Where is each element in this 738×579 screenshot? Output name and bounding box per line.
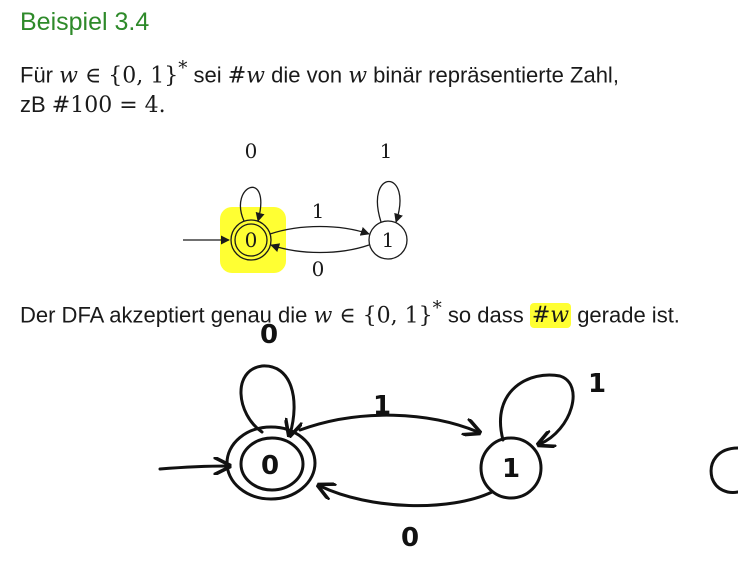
hand-loop-q1-label: 1 bbox=[588, 369, 606, 399]
hand-loop-q0 bbox=[239, 364, 294, 434]
text-fuer: Für bbox=[20, 62, 60, 88]
hand-edge-q0-q1-label: 1 bbox=[373, 391, 391, 421]
text-der-dfa: Der DFA akzeptiert genau die bbox=[20, 302, 314, 328]
hand-state-q1-label: 1 bbox=[502, 454, 520, 484]
math-star: * bbox=[178, 58, 188, 79]
example-line: zB #100 = 4. bbox=[20, 92, 166, 118]
math-example: #100 = 4. bbox=[51, 93, 166, 118]
state-q0-highlight bbox=[220, 207, 286, 273]
hand-partial-shape bbox=[709, 446, 738, 494]
text-die-von: die von bbox=[265, 62, 349, 88]
hand-state-q0-label: 0 bbox=[261, 451, 279, 481]
hand-state-q0-outer bbox=[225, 425, 317, 501]
math-w-2: w bbox=[348, 63, 368, 89]
loop-q0-label: 0 bbox=[245, 139, 258, 163]
state-q1 bbox=[368, 220, 408, 260]
math-set: ∈ {0, 1} bbox=[77, 63, 179, 89]
text-so-dass: so dass bbox=[441, 302, 530, 328]
loop-q0 bbox=[239, 186, 265, 222]
edge-q1-q0-label: 0 bbox=[312, 257, 325, 281]
math-hash-w: #w bbox=[227, 63, 266, 89]
hand-state-q0-inner bbox=[239, 436, 305, 492]
edge-q0-q1 bbox=[269, 225, 370, 236]
loop-q1-label: 1 bbox=[380, 139, 393, 163]
state-q1-label: 1 bbox=[382, 228, 395, 252]
slide-title: Beispiel 3.4 bbox=[20, 8, 150, 36]
conclusion-line: Der DFA akzeptiert genau die w ∈ {0, 1}*… bbox=[20, 298, 680, 329]
math-w: w bbox=[59, 63, 78, 89]
edge-q1-q0 bbox=[270, 243, 370, 254]
math-set-2: ∈ {0, 1} bbox=[332, 303, 433, 329]
hand-loop-q1 bbox=[499, 373, 575, 444]
math-w-3: w bbox=[313, 303, 333, 329]
hand-loop-q0-label: 0 bbox=[260, 320, 278, 350]
text-sei: sei bbox=[187, 62, 228, 88]
hand-edge-q0-q1 bbox=[298, 413, 478, 432]
hand-edge-q1-q0-label: 0 bbox=[401, 523, 419, 553]
math-hash-w-highlighted: #w bbox=[529, 303, 572, 329]
handwritten-dfa: 0 0 1 1 1 0 bbox=[158, 320, 738, 553]
math-star-2: * bbox=[432, 298, 442, 319]
text-gerade: gerade ist. bbox=[571, 302, 680, 328]
printed-dfa: 0 1 0 1 1 0 bbox=[183, 139, 408, 281]
state-q0-outer bbox=[230, 219, 272, 261]
state-q0-inner bbox=[234, 223, 268, 257]
loop-q1 bbox=[376, 181, 403, 223]
definition-line: Für w ∈ {0, 1}* sei #w die von w binär r… bbox=[20, 58, 619, 88]
text-zb: zB bbox=[20, 92, 52, 117]
text-binaer: binär repräsentierte Zahl, bbox=[367, 62, 619, 88]
edge-q0-q1-label: 1 bbox=[312, 199, 325, 223]
hand-edge-q1-q0 bbox=[320, 486, 494, 508]
state-q0-label: 0 bbox=[245, 228, 258, 252]
hand-state-q1 bbox=[479, 436, 543, 500]
hand-start-arrow bbox=[158, 466, 228, 469]
